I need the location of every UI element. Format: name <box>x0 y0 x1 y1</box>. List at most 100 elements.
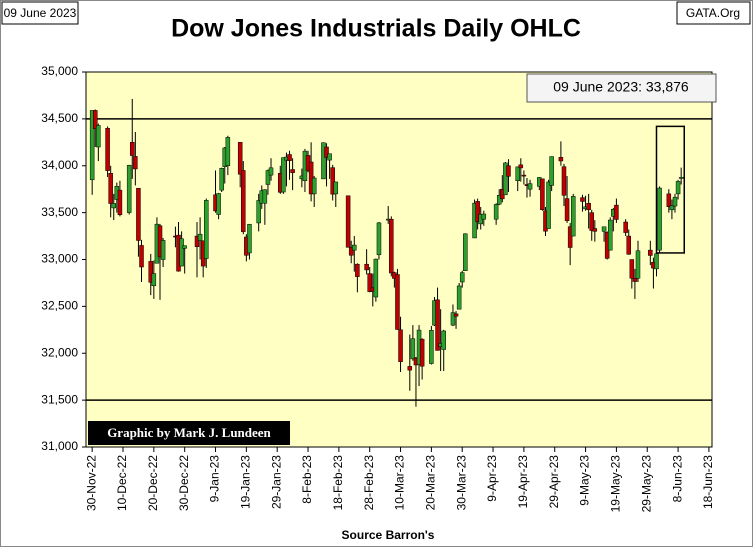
candle-body <box>475 201 480 222</box>
plot-area <box>85 71 713 448</box>
candle-body <box>456 285 462 310</box>
candle-body <box>635 250 641 279</box>
candle-body <box>521 174 527 177</box>
date-label: 09 June 2023 <box>4 6 77 20</box>
candle-body <box>367 273 372 292</box>
candle-body <box>160 240 166 260</box>
highlight-box <box>655 125 685 254</box>
candle-body <box>561 166 567 196</box>
candle-body <box>580 197 585 202</box>
candle-body <box>429 330 434 364</box>
candle-body <box>623 221 628 233</box>
x-tick-label: 30-Nov-22 <box>84 455 98 511</box>
candle-body <box>540 178 545 210</box>
candle-body <box>678 177 684 179</box>
candle-body <box>219 168 224 191</box>
candle-body <box>333 181 339 195</box>
candle-body <box>290 169 295 173</box>
y-tick-label: 33,500 <box>41 205 78 219</box>
candle-body <box>632 278 638 282</box>
candle-body <box>398 329 403 362</box>
candle-body <box>348 247 354 256</box>
candle-body <box>182 245 187 249</box>
y-tick-label: 32,500 <box>41 299 78 313</box>
candle-body <box>389 218 394 274</box>
x-tick-label: 19-Apr-23 <box>516 455 530 509</box>
candle-body <box>503 162 508 196</box>
candle-body <box>672 196 678 207</box>
x-tick-label: 9-Jan-23 <box>208 455 222 503</box>
candle-body <box>262 189 268 204</box>
candle-body <box>324 146 329 158</box>
candle-body <box>247 224 252 254</box>
x-tick-label: 19-Jan-23 <box>239 455 253 509</box>
candle-body <box>345 195 351 248</box>
marks: 31,000 31,500 32,000 32,500 33,000 33,500 34,0… <box>41 64 715 512</box>
x-tick-label: 8-Jun-23 <box>670 455 684 503</box>
candle-body <box>330 167 335 195</box>
y-tick-label: 31,500 <box>41 392 78 406</box>
chart-title: Dow Jones Industrials Daily OHLC <box>171 15 581 43</box>
y-tick-label: 35,000 <box>41 64 78 78</box>
x-tick-label: 10-Mar-23 <box>393 455 407 511</box>
candle-body <box>493 204 499 220</box>
candle-body <box>410 338 416 360</box>
candle-body <box>89 110 95 181</box>
candle-body <box>130 142 135 156</box>
candle-body <box>241 170 246 232</box>
candle-body <box>105 128 110 171</box>
candle-body <box>586 203 591 210</box>
x-tick-label: 9-May-23 <box>578 455 592 506</box>
candle-body <box>352 244 357 251</box>
candle-body <box>179 238 184 267</box>
candle-body <box>268 167 274 176</box>
candle-body <box>614 204 619 220</box>
y-tick-label: 34,000 <box>41 158 78 172</box>
candle-body <box>435 299 440 351</box>
x-tick-label: 18-Feb-23 <box>331 455 345 511</box>
y-tick-label: 32,000 <box>41 345 78 359</box>
candle-body <box>669 205 675 211</box>
candle-body <box>133 156 138 170</box>
candle-body <box>654 253 659 270</box>
candle-body <box>564 198 570 221</box>
candle-body <box>327 153 332 161</box>
candle-body <box>567 226 573 248</box>
candle-body <box>648 249 653 256</box>
x-tick-label: 10-Dec-22 <box>115 455 129 511</box>
candle-body <box>151 273 157 286</box>
candle-body <box>592 228 598 232</box>
candle-body <box>96 125 101 148</box>
candle-body <box>376 222 382 256</box>
candle-body <box>225 137 231 166</box>
credit: Graphic by Mark J. Lundeen <box>107 425 271 440</box>
date-box <box>1 1 79 25</box>
candle-body <box>321 142 326 180</box>
candle-body <box>419 338 425 367</box>
x-tick-label: 29-Jan-23 <box>269 455 283 509</box>
y-tick-label: 34,500 <box>41 111 78 125</box>
candle-body <box>265 170 271 185</box>
source: Source Barron's <box>342 528 435 542</box>
candle-body <box>570 196 576 237</box>
candle-body <box>311 177 317 195</box>
x-tick-label: 19-May-23 <box>609 455 623 513</box>
candle-body <box>237 142 243 175</box>
x-tick-label: 28-Feb-23 <box>362 455 376 511</box>
credit-box <box>88 421 290 445</box>
candle-body <box>549 156 554 186</box>
candle-body <box>197 233 203 241</box>
candle-body <box>117 189 123 216</box>
candle-body <box>558 157 564 162</box>
x-tick-label: 18-Jun-23 <box>701 455 715 509</box>
candle-body <box>407 366 413 371</box>
candle-body <box>126 165 132 213</box>
candle-body <box>675 181 681 195</box>
x-tick-label: 20-Mar-23 <box>424 455 438 511</box>
x-tick-label: 8-Feb-23 <box>300 455 314 504</box>
site-box <box>676 1 751 25</box>
candle-body <box>256 200 261 224</box>
candle-body <box>395 274 400 330</box>
candle-body <box>629 259 635 279</box>
candle-body <box>626 235 631 255</box>
